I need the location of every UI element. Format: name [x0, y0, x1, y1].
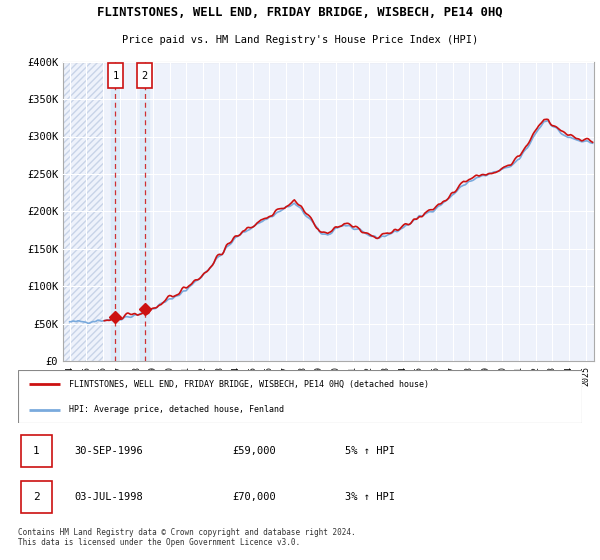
Text: FLINTSTONES, WELL END, FRIDAY BRIDGE, WISBECH, PE14 0HQ (detached house): FLINTSTONES, WELL END, FRIDAY BRIDGE, WI…: [69, 380, 429, 389]
Text: Price paid vs. HM Land Registry's House Price Index (HPI): Price paid vs. HM Land Registry's House …: [122, 35, 478, 45]
Text: 1: 1: [112, 71, 119, 81]
FancyBboxPatch shape: [137, 63, 152, 88]
FancyBboxPatch shape: [18, 370, 582, 423]
Text: Contains HM Land Registry data © Crown copyright and database right 2024.
This d: Contains HM Land Registry data © Crown c…: [18, 528, 356, 548]
Text: HPI: Average price, detached house, Fenland: HPI: Average price, detached house, Fenl…: [69, 405, 284, 414]
Text: 1: 1: [32, 446, 40, 456]
Bar: [140, 62, 149, 361]
Bar: [63, 62, 103, 361]
Text: 03-JUL-1998: 03-JUL-1998: [74, 492, 143, 502]
Bar: [63, 62, 103, 361]
FancyBboxPatch shape: [21, 480, 52, 513]
Text: £70,000: £70,000: [232, 492, 276, 502]
FancyBboxPatch shape: [108, 63, 123, 88]
FancyBboxPatch shape: [21, 435, 52, 468]
Text: 30-SEP-1996: 30-SEP-1996: [74, 446, 143, 456]
Text: 2: 2: [142, 71, 148, 81]
Text: 3% ↑ HPI: 3% ↑ HPI: [345, 492, 395, 502]
Bar: [111, 62, 119, 361]
Text: £59,000: £59,000: [232, 446, 276, 456]
Text: 5% ↑ HPI: 5% ↑ HPI: [345, 446, 395, 456]
Bar: [63, 62, 103, 361]
Text: 2: 2: [32, 492, 40, 502]
Text: FLINTSTONES, WELL END, FRIDAY BRIDGE, WISBECH, PE14 0HQ: FLINTSTONES, WELL END, FRIDAY BRIDGE, WI…: [97, 6, 503, 18]
